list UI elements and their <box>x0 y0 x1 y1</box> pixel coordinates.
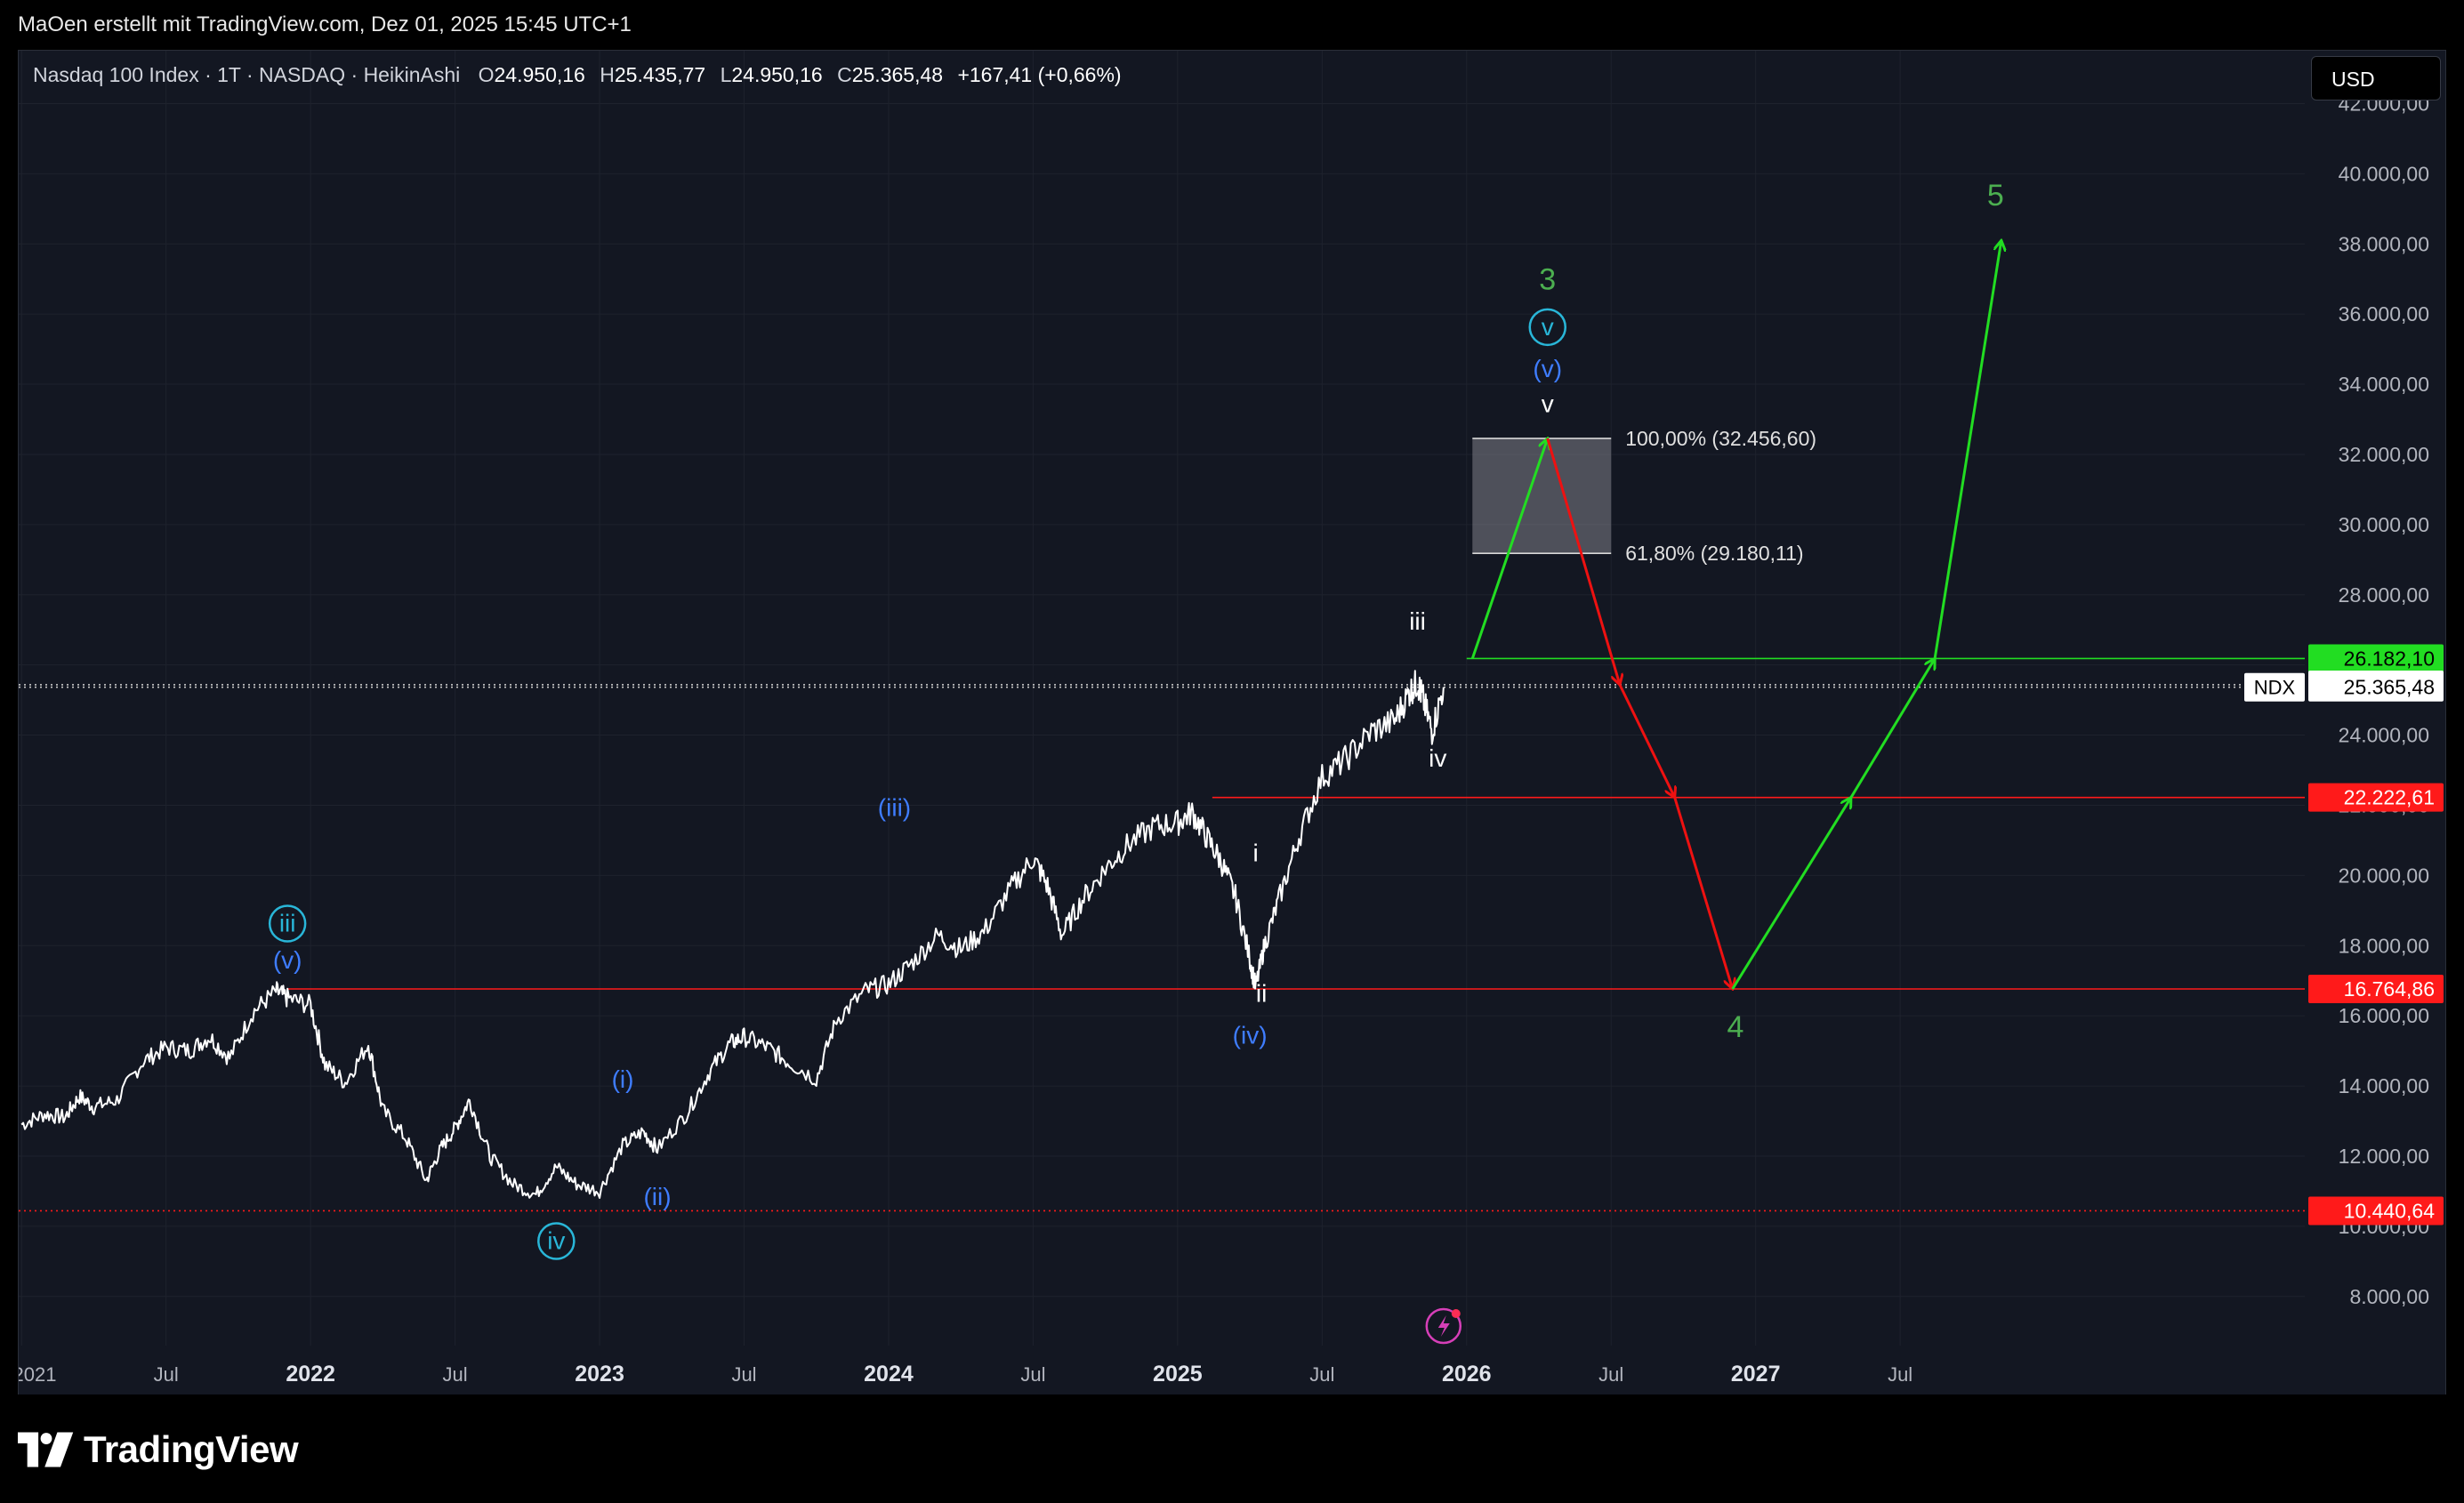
wave-label: ii <box>1256 979 1267 1007</box>
y-tick-label: 8.000,00 <box>2349 1285 2429 1308</box>
x-tick-label: 2025 <box>1153 1362 1203 1386</box>
forecast-segment <box>1546 438 1620 685</box>
forecast-segment <box>1470 438 1547 659</box>
close-value: 25.365,48 <box>851 63 944 86</box>
y-tick-label: 12.000,00 <box>2339 1145 2429 1168</box>
y-tick-label: 20.000,00 <box>2339 864 2429 887</box>
price-line <box>20 670 1445 1199</box>
forecast-segment <box>1933 240 2001 659</box>
high-label: H <box>600 63 615 86</box>
forecast-segment <box>1731 798 1851 990</box>
attribution-text: MaOen erstellt mit TradingView.com, Dez … <box>18 12 632 36</box>
price-tag-box <box>2308 672 2444 702</box>
y-tick-label: 28.000,00 <box>2339 583 2429 607</box>
wave-label: 3 <box>1539 263 1556 297</box>
x-tick-label: 2026 <box>1442 1362 1492 1386</box>
y-tick-label: 24.000,00 <box>2339 724 2429 747</box>
symbol-tag-box <box>2244 672 2305 702</box>
wave-label: 5 <box>1987 179 2004 213</box>
wave-label: v <box>1542 390 1554 418</box>
x-tick-label: Jul <box>731 1363 756 1386</box>
forecast-segment <box>1618 684 1675 798</box>
y-tick-label: 32.000,00 <box>2339 443 2429 466</box>
wave-label-circle <box>1528 308 1566 347</box>
footer <box>0 1394 2464 1503</box>
wave-label: iv <box>1429 744 1446 772</box>
low-label: L <box>720 63 732 86</box>
lightning-icon <box>1425 1307 1462 1345</box>
y-tick-label: 18.000,00 <box>2339 934 2429 957</box>
y-tick-label: 14.000,00 <box>2339 1074 2429 1097</box>
change-value: +167,41 (+0,66%) <box>957 63 1122 86</box>
y-tick-label: 38.000,00 <box>2339 232 2429 255</box>
fib-level-label: 61,80% (29.180,11) <box>1625 542 1803 565</box>
high-value: 25.435,77 <box>614 63 706 86</box>
x-tick-label: Jul <box>1598 1363 1623 1386</box>
tradingview-brand[interactable]: TradingView <box>18 1427 299 1472</box>
fib-level-label: 100,00% (32.456,60) <box>1625 427 1816 450</box>
brand-name: TradingView <box>84 1428 299 1470</box>
wave-label: (i) <box>612 1065 634 1093</box>
symbol-tag-label: NDX <box>2254 677 2296 699</box>
price-tag-box <box>2308 783 2444 812</box>
lightning-bolt-icon <box>1437 1315 1450 1337</box>
top-bar: MaOen erstellt mit TradingView.com, Dez … <box>0 0 2464 50</box>
x-tick-label: Jul <box>1888 1363 1912 1386</box>
notification-dot-icon <box>1451 1309 1461 1318</box>
price-tag-label: 22.222,61 <box>2344 786 2435 809</box>
y-tick-label: 36.000,00 <box>2339 302 2429 326</box>
price-tag-label: 26.182,10 <box>2344 647 2435 670</box>
price-tag-box <box>2308 974 2444 1003</box>
tradingview-logo-icon <box>18 1432 74 1467</box>
price-chart[interactable]: 8.000,0010.000,0012.000,0014.000,0016.00… <box>19 51 2445 1395</box>
open-value: 24.950,16 <box>494 63 585 86</box>
forecast-segment <box>1849 658 1935 799</box>
y-tick-label: 34.000,00 <box>2339 373 2429 396</box>
x-tick-label: 2027 <box>1731 1362 1781 1386</box>
price-tag-label: 16.764,86 <box>2344 977 2435 1001</box>
low-value: 24.950,16 <box>731 63 823 86</box>
forecast-segment <box>1673 797 1733 989</box>
x-tick-label: Jul <box>154 1363 179 1386</box>
wave-label: (iv) <box>1233 1022 1268 1049</box>
wave-label: iii <box>1409 607 1426 635</box>
price-tag-box <box>2308 1196 2444 1226</box>
price-tag-label: 10.440,64 <box>2344 1199 2436 1222</box>
symbol-title: Nasdaq 100 Index · 1T · NASDAQ · HeikinA… <box>33 63 461 86</box>
wave-label: (v) <box>273 946 302 974</box>
wave-label: (v) <box>1533 355 1562 382</box>
wave-label: i <box>1252 840 1258 867</box>
wave-label: iii <box>279 909 296 936</box>
y-tick-label: 30.000,00 <box>2339 513 2429 536</box>
wave-label: (iii) <box>878 793 911 821</box>
wave-label: (ii) <box>643 1183 671 1210</box>
wave-label: 4 <box>1727 1010 1743 1044</box>
open-label: O <box>478 63 495 86</box>
chart-panel[interactable]: 8.000,00 10.000,00 12.000,00 14.000,00 16.00… <box>18 50 2446 1396</box>
wave-label: iv <box>547 1227 565 1255</box>
price-tag-label: 25.365,48 <box>2344 676 2435 699</box>
x-tick-label: Jul <box>443 1363 468 1386</box>
wave-label-circle <box>537 1222 576 1260</box>
y-tick-label: 40.000,00 <box>2339 162 2429 185</box>
currency-button[interactable]: USD <box>2311 56 2441 100</box>
x-tick-label: 2022 <box>286 1362 335 1386</box>
x-tick-label: 2024 <box>864 1362 914 1386</box>
close-label: C <box>837 63 852 86</box>
wave-label-circle <box>268 904 307 943</box>
x-tick-label: Jul <box>1020 1363 1045 1386</box>
wave-label: v <box>1542 313 1554 341</box>
x-tick-label: 2021 <box>19 1363 56 1386</box>
x-tick-label: Jul <box>1309 1363 1334 1386</box>
x-tick-label: 2023 <box>575 1362 624 1386</box>
price-tag-box <box>2308 644 2444 673</box>
symbol-legend: Nasdaq 100 Index · 1T · NASDAQ · HeikinA… <box>33 63 1122 87</box>
y-tick-label: 16.000,00 <box>2339 1004 2429 1027</box>
